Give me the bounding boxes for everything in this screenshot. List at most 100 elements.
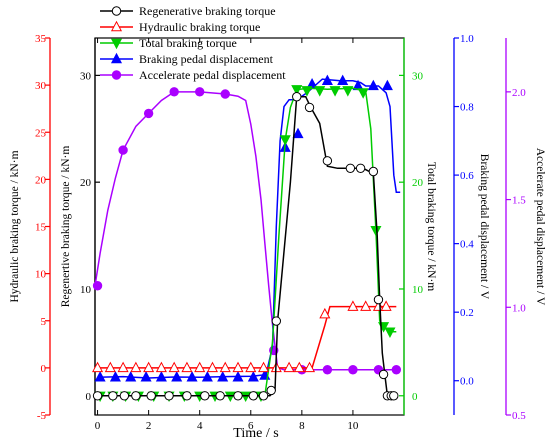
y-tick-label-apd: 0.5	[512, 410, 526, 422]
legend-label: Regenerative braking torque	[139, 4, 276, 18]
series-point-1	[182, 391, 192, 401]
series-point-1	[233, 391, 243, 401]
y-tick-label-tot: 0	[412, 391, 418, 403]
series-point-5	[391, 365, 402, 375]
series-point-2	[130, 361, 142, 373]
series-point-1	[119, 391, 130, 401]
series-point-2	[245, 361, 257, 373]
series-point-2	[319, 307, 331, 319]
x-tick-label: 6	[248, 420, 254, 432]
y-tick-label-hyd: 10	[35, 269, 47, 281]
legend-marker	[110, 38, 123, 50]
series-point-2	[104, 361, 116, 373]
series-point-1	[146, 391, 156, 401]
legend-item-4: Braking pedal displacement	[100, 52, 274, 66]
legend-marker	[110, 20, 123, 32]
y-tick-label-apd: 2.0	[512, 87, 526, 99]
legend-item-2: Hydraulic braking torque	[100, 20, 260, 34]
series-point-2	[143, 361, 155, 373]
series-point-5	[92, 281, 103, 291]
series-point-1	[215, 391, 225, 401]
series-point-2	[194, 361, 206, 373]
y-tick-label-hyd: 20	[35, 174, 47, 186]
y-axis-label-bpd: Braking pedal displacement / V	[478, 154, 490, 300]
series-point-4	[217, 371, 229, 382]
series-point-4	[337, 74, 349, 86]
series-point-4	[186, 371, 198, 382]
y-axis-label-tot: Total braking torque / kN·m	[425, 162, 437, 292]
series-point-4	[155, 371, 167, 382]
series-line-3	[97, 87, 397, 397]
series-line-1	[97, 95, 397, 397]
y-tick-label-bpd: 1.0	[460, 33, 474, 45]
y-tick-label-hyd: 15	[35, 222, 47, 234]
series-point-1	[373, 294, 384, 305]
series-point-4	[381, 79, 393, 91]
y-tick-label-bpd: 0.6	[460, 170, 474, 182]
y-tick-label-apd: 1.5	[512, 195, 526, 207]
y-tick-label-hyd: 25	[35, 127, 47, 139]
series-point-2	[283, 361, 295, 373]
y-tick-label-reg: 30	[80, 70, 92, 82]
series-point-3	[279, 135, 291, 146]
series-point-1	[322, 156, 333, 166]
y-axis-label-apd: Accelerate pedal displacement / V	[534, 148, 546, 306]
y-tick-label-hyd: 0	[41, 363, 47, 375]
series-line-2	[97, 305, 397, 369]
series-point-5	[322, 365, 333, 375]
y-tick-label-tot: 10	[412, 284, 424, 296]
series-point-1	[108, 391, 118, 401]
series-point-2	[232, 361, 244, 373]
series-point-2	[155, 361, 167, 373]
y-tick-label-hyd: 30	[35, 80, 47, 92]
legend-label: Total braking torque	[139, 36, 237, 50]
series-point-3	[384, 327, 396, 338]
series-point-3	[357, 88, 369, 99]
series-point-5	[118, 145, 128, 155]
series-1	[92, 92, 399, 401]
y-tick-label-hyd: 35	[35, 33, 47, 45]
series-point-2	[258, 361, 270, 373]
series-point-1	[271, 316, 282, 326]
legend-item-5: Accelerate pedal displacement	[100, 68, 286, 82]
series-point-2	[347, 300, 359, 311]
series-point-1	[389, 391, 399, 401]
series-point-3	[314, 86, 326, 97]
series-point-2	[303, 361, 316, 373]
series-point-2	[380, 300, 392, 311]
y-tick-label-tot: 30	[412, 70, 424, 82]
y-axis-bpd: 0.0 0.2 0.4 0.6 0.8 1.0 Braking pedal displace…	[453, 33, 490, 415]
series-point-5	[220, 89, 230, 99]
x-tick-label: 10	[347, 420, 359, 432]
y-axis-label-reg: Regenertive braking torque / kN·m	[60, 146, 72, 308]
y-axis-apd: 0.5 1.0 1.5 2.0 Accelerate pedal displacemen…	[505, 38, 546, 422]
y-tick-label-bpd: 0.0	[460, 376, 474, 388]
y-tick-label-hyd: 5	[41, 316, 47, 328]
series-point-1	[378, 369, 389, 380]
legend-label: Accelerate pedal displacement	[139, 68, 286, 82]
legend-marker	[111, 70, 122, 80]
y-tick-label-reg: 10	[80, 284, 92, 296]
legend-layer: Regenerative braking torque Hydraulic bra…	[100, 4, 286, 82]
series-layer	[92, 74, 402, 403]
series-point-1	[248, 391, 259, 401]
legend-item-3: Total braking torque	[100, 36, 237, 50]
x-tick-label: 8	[299, 420, 305, 432]
series-point-4	[171, 371, 183, 382]
legend-label: Braking pedal displacement	[139, 52, 274, 66]
y-axis-hyd: -5 0 5 10 15 20 25 30 35 Hydraulic braking torque…	[9, 33, 51, 422]
series-point-5	[143, 108, 154, 119]
series-point-3	[342, 86, 354, 97]
y-tick-label-bpd: 0.2	[460, 307, 474, 319]
series-point-3	[370, 226, 382, 237]
series-point-4	[367, 79, 379, 91]
series-point-4	[125, 371, 137, 382]
series-point-1	[131, 391, 141, 401]
y-axis-tot: 0 10 20 30 Total braking torque / kN·m	[399, 38, 437, 415]
legend-marker	[111, 6, 122, 16]
legend-marker	[110, 52, 123, 64]
series-line-4	[97, 78, 401, 379]
x-tick-label: 4	[197, 420, 203, 432]
series-line-5	[94, 91, 397, 371]
